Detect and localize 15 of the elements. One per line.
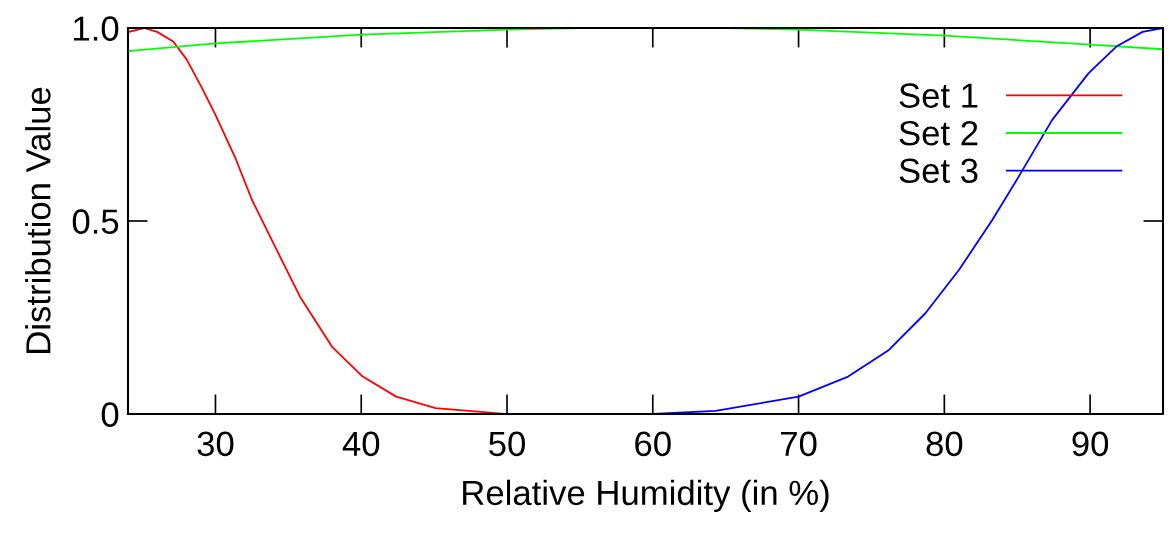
y-tick-label: 1.0 <box>74 16 119 41</box>
x-tick-label: 30 <box>197 431 234 457</box>
x-tick-label: 50 <box>489 431 525 457</box>
x-tick-label: 90 <box>1072 431 1109 457</box>
y-tick-label: 0.5 <box>72 209 119 234</box>
y-axis-title: Distribution Value <box>25 87 51 353</box>
legend-label: Set 3 <box>899 158 978 184</box>
x-tick-label: 70 <box>781 431 817 457</box>
x-axis-title: Relative Humidity (in %) <box>463 479 829 513</box>
legend-label: Set 1 <box>899 83 978 108</box>
x-tick-label: 60 <box>635 431 671 457</box>
x-tick-label: 80 <box>926 431 963 457</box>
y-tick-label: 0 <box>101 402 119 427</box>
legend-label: Set 2 <box>899 120 978 146</box>
x-tick-label: 40 <box>342 431 380 457</box>
